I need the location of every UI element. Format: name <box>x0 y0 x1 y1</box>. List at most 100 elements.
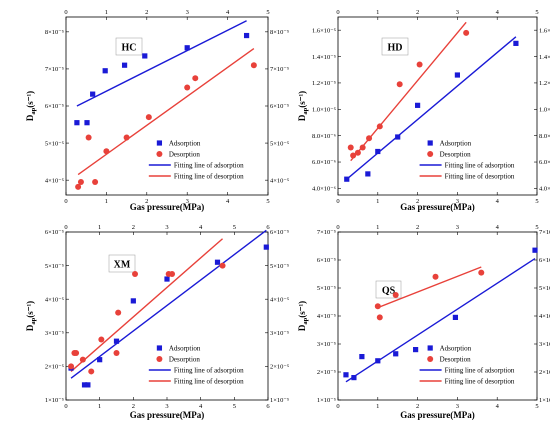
x-axis-label: Gas pressure(MPa) <box>400 202 474 212</box>
legend-marker-adsorption <box>427 345 433 351</box>
panel-title-box <box>381 37 409 56</box>
adsorption-point <box>454 72 460 78</box>
y-tick-label: 1.6×10⁻⁵ <box>312 27 336 34</box>
y-tick-label-right: 2×10⁻⁵ <box>270 364 289 371</box>
x-tick-label-top: 5 <box>266 9 269 16</box>
y-tick-label-right: 6×10⁻⁵ <box>270 103 289 110</box>
y-tick-label-right: 6×10⁻⁵ <box>539 257 550 264</box>
x-tick-label-top: 1 <box>376 224 379 231</box>
x-tick-label: 0 <box>336 403 339 410</box>
legend-entry: Adsorption <box>169 345 201 353</box>
desorption-point <box>113 349 120 356</box>
desorption-point <box>354 149 361 156</box>
y-tick-label: 7×10⁻⁵ <box>45 66 64 73</box>
desorption-point <box>184 84 191 91</box>
desorption-point <box>123 134 130 141</box>
panel-title-box <box>108 254 136 273</box>
adsorption-point <box>90 91 96 97</box>
y-tick-label: 4×10⁻⁵ <box>317 313 336 320</box>
panel-title: HC <box>122 43 137 54</box>
x-tick-label-top: 1 <box>98 224 101 231</box>
adsorption-point <box>243 32 250 39</box>
adsorption-point <box>102 68 108 74</box>
legend-marker-desorption <box>427 356 434 362</box>
desorption-point <box>103 148 110 155</box>
y-tick-label-right: 4×10⁻⁵ <box>270 296 289 303</box>
y-tick-label-right: 2×10⁻⁵ <box>539 369 550 376</box>
x-tick-label: 5 <box>233 403 236 410</box>
chart-panel-hd: 0011223344554.0×10⁻⁶4.0×10⁻⁶6.0×10⁻⁶6.0×… <box>297 9 550 212</box>
x-tick-label-top: 2 <box>416 9 419 16</box>
y-tick-label: 6×10⁻⁵ <box>317 257 336 264</box>
plot-frame <box>337 231 538 401</box>
desorption-point <box>347 144 354 151</box>
x-tick-label: 4 <box>496 403 500 410</box>
x-tick-label: 6 <box>266 403 270 410</box>
x-tick-label-top: 6 <box>266 224 270 231</box>
adsorption-point <box>452 314 459 320</box>
desorption-point <box>77 179 84 186</box>
y-tick-label-right: 4×10⁻⁵ <box>270 177 289 184</box>
desorption-point <box>73 349 80 356</box>
x-tick-label-top: 3 <box>165 224 168 231</box>
y-tick-label: 1.4×10⁻⁵ <box>312 54 336 61</box>
x-tick-label-top: 2 <box>145 9 148 16</box>
x-tick-label-top: 5 <box>535 9 538 16</box>
x-tick-label: 1 <box>98 403 101 410</box>
y-tick-label-right: 3×10⁻⁵ <box>270 330 289 337</box>
y-tick-label-right: 7×10⁻⁵ <box>270 66 289 73</box>
x-tick-label: 2 <box>145 198 148 205</box>
adsorption-point <box>164 276 170 282</box>
x-tick-label-top: 3 <box>456 224 459 231</box>
adsorption-point <box>343 372 349 378</box>
desorption-point <box>68 363 75 370</box>
legend-marker-desorption <box>156 356 163 362</box>
y-tick-label-right: 1.6×10⁻⁵ <box>539 27 550 34</box>
y-tick-label: 6.0×10⁻⁶ <box>312 159 336 166</box>
x-tick-label-top: 1 <box>376 9 379 16</box>
desorption-point <box>463 29 470 36</box>
adsorption-point <box>344 176 350 182</box>
y-axis-label: Dap(s⁻¹) <box>297 301 309 331</box>
adsorption-point <box>351 375 357 381</box>
y-tick-label-right: 4.0×10⁻⁶ <box>539 186 550 193</box>
adsorption-point <box>413 347 419 353</box>
desorption-point <box>350 152 357 159</box>
desorption-point <box>478 269 485 276</box>
legend-entry: Fitting line of adsorption <box>174 162 244 170</box>
desorption-point <box>366 135 373 142</box>
legend-entry: Desorption <box>440 151 472 159</box>
legend-entry: Desorption <box>440 356 472 364</box>
adsorption-point <box>130 298 136 304</box>
legend-entry: Adsorption <box>169 140 201 148</box>
legend-marker-desorption <box>156 151 163 157</box>
y-tick-label: 1×10⁻⁵ <box>45 397 64 404</box>
x-tick-label: 1 <box>105 198 108 205</box>
adsorption-point <box>393 351 399 357</box>
adsorption-point <box>415 102 421 108</box>
panel-title: HD <box>388 43 403 54</box>
x-tick-label: 3 <box>456 198 459 205</box>
x-tick-label: 1 <box>376 198 379 205</box>
y-axis-label: Dap(s⁻¹) <box>25 301 37 331</box>
legend-marker-adsorption <box>156 345 163 351</box>
desorption-point <box>392 292 399 298</box>
y-tick-label: 1.2×10⁻⁵ <box>312 80 336 87</box>
desorption-point <box>92 179 99 186</box>
fit-line-adsorption <box>70 229 267 379</box>
adsorption-point <box>184 45 190 51</box>
x-tick-label-top: 0 <box>336 9 339 16</box>
x-tick-label-top: 4 <box>496 9 500 16</box>
x-tick-label-top: 4 <box>226 9 230 16</box>
plot-frame <box>65 231 269 401</box>
plot-frame <box>337 16 538 196</box>
x-tick-label-top: 0 <box>336 224 339 231</box>
desorption-point <box>88 368 95 375</box>
x-tick-label-top: 1 <box>105 9 108 16</box>
fit-line-desorption <box>377 266 482 309</box>
desorption-point <box>250 62 257 69</box>
chart-panel-hc: 0 0 1 1 2 2 3 3 4 4 5 5 4×10⁻⁵ 4×10⁻⁵ 5×10⁻⁵ 5×10⁻⁵ 6×10… <box>25 9 289 212</box>
adsorption-point <box>375 358 381 364</box>
x-tick-label: 3 <box>456 403 459 410</box>
desorption-point <box>75 183 82 190</box>
